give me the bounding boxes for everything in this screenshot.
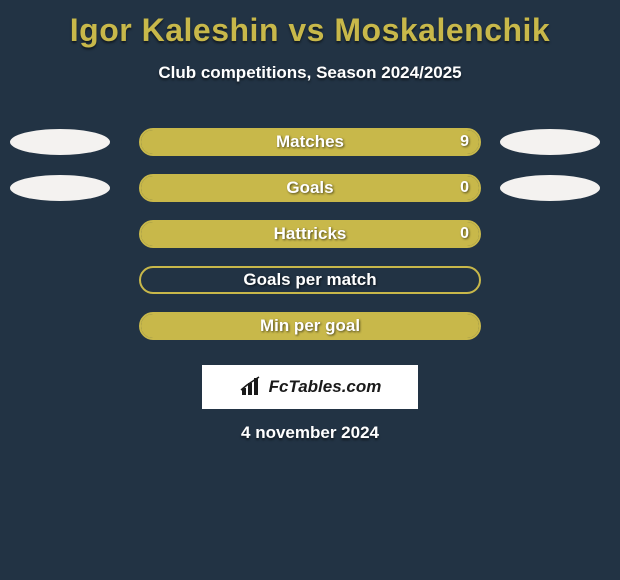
stat-rows: Matches 9 Goals 0 Hattricks 0 Goals per match M… <box>0 119 620 349</box>
stat-row: Goals 0 <box>0 165 620 211</box>
stat-value: 9 <box>460 133 469 151</box>
brand-text: FcTables.com <box>269 377 382 397</box>
stat-row: Min per goal <box>0 303 620 349</box>
subtitle: Club competitions, Season 2024/2025 <box>0 63 620 83</box>
brand-chart-icon <box>239 376 265 398</box>
stat-label: Min per goal <box>260 316 360 336</box>
player-left-blob <box>10 129 110 155</box>
comparison-card: Igor Kaleshin vs Moskalenchik Club compe… <box>0 0 620 580</box>
stat-value: 0 <box>460 179 469 197</box>
stat-row: Hattricks 0 <box>0 211 620 257</box>
stat-label: Matches <box>276 132 344 152</box>
stat-label: Goals per match <box>243 270 376 290</box>
stat-bar: Goals per match <box>139 266 481 294</box>
brand-badge: FcTables.com <box>202 365 418 409</box>
stat-bar: Matches 9 <box>139 128 481 156</box>
stat-bar: Goals 0 <box>139 174 481 202</box>
stat-row: Matches 9 <box>0 119 620 165</box>
page-title: Igor Kaleshin vs Moskalenchik <box>0 12 620 49</box>
stat-value: 0 <box>460 225 469 243</box>
stat-label: Goals <box>286 178 333 198</box>
stat-bar: Hattricks 0 <box>139 220 481 248</box>
stat-row: Goals per match <box>0 257 620 303</box>
player-left-blob <box>10 175 110 201</box>
player-right-blob <box>500 129 600 155</box>
stat-label: Hattricks <box>274 224 347 244</box>
stat-bar: Min per goal <box>139 312 481 340</box>
date-text: 4 november 2024 <box>0 423 620 443</box>
player-right-blob <box>500 175 600 201</box>
